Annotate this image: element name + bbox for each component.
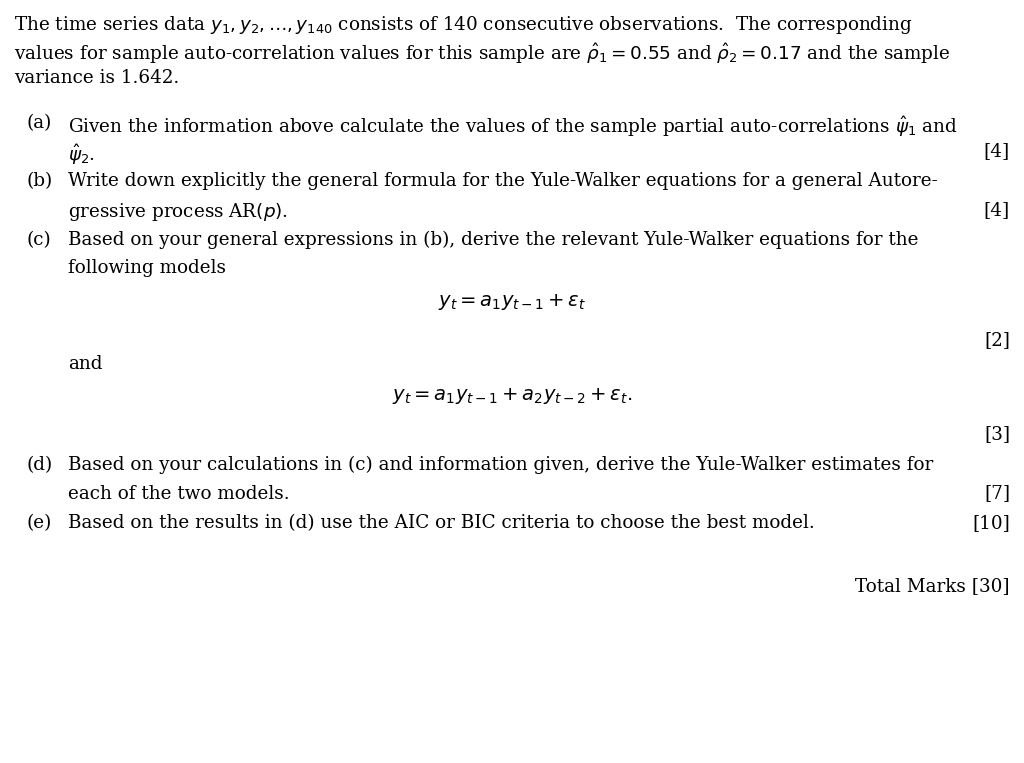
Text: [2]: [2]	[984, 330, 1010, 349]
Text: following models: following models	[68, 259, 226, 278]
Text: gressive process AR$(p)$.: gressive process AR$(p)$.	[68, 201, 288, 223]
Text: each of the two models.: each of the two models.	[68, 485, 290, 503]
Text: The time series data $y_1, y_2, \ldots, y_{140}$ consists of 140 consecutive obs: The time series data $y_1, y_2, \ldots, …	[14, 14, 912, 36]
Text: $y_t = a_1 y_{t-1} + a_2 y_{t-2} + \varepsilon_t.$: $y_t = a_1 y_{t-1} + a_2 y_{t-2} + \vare…	[392, 386, 632, 406]
Text: and: and	[68, 355, 102, 373]
Text: (c): (c)	[26, 231, 51, 249]
Text: Write down explicitly the general formula for the Yule-Walker equations for a ge: Write down explicitly the general formul…	[68, 172, 938, 191]
Text: [10]: [10]	[972, 514, 1010, 533]
Text: variance is 1.642.: variance is 1.642.	[14, 69, 179, 87]
Text: Based on your general expressions in (b), derive the relevant Yule-Walker equati: Based on your general expressions in (b)…	[68, 231, 919, 250]
Text: $\hat{\psi}_2$.: $\hat{\psi}_2$.	[68, 143, 95, 167]
Text: Based on the results in (d) use the AIC or BIC criteria to choose the best model: Based on the results in (d) use the AIC …	[68, 514, 815, 533]
Text: [3]: [3]	[984, 425, 1010, 443]
Text: [4]: [4]	[984, 201, 1010, 219]
Text: (a): (a)	[26, 114, 51, 132]
Text: (e): (e)	[26, 514, 51, 533]
Text: [4]: [4]	[984, 143, 1010, 160]
Text: values for sample auto-correlation values for this sample are $\hat{\rho}_1 = 0.: values for sample auto-correlation value…	[14, 42, 950, 66]
Text: (b): (b)	[26, 172, 52, 191]
Text: $y_t = a_1 y_{t-1} + \varepsilon_t$: $y_t = a_1 y_{t-1} + \varepsilon_t$	[438, 292, 586, 312]
Text: [7]: [7]	[984, 485, 1010, 503]
Text: Based on your calculations in (c) and information given, derive the Yule-Walker : Based on your calculations in (c) and in…	[68, 456, 933, 475]
Text: Given the information above calculate the values of the sample partial auto-corr: Given the information above calculate th…	[68, 114, 957, 139]
Text: Total Marks [30]: Total Marks [30]	[855, 577, 1010, 595]
Text: (d): (d)	[26, 456, 52, 474]
